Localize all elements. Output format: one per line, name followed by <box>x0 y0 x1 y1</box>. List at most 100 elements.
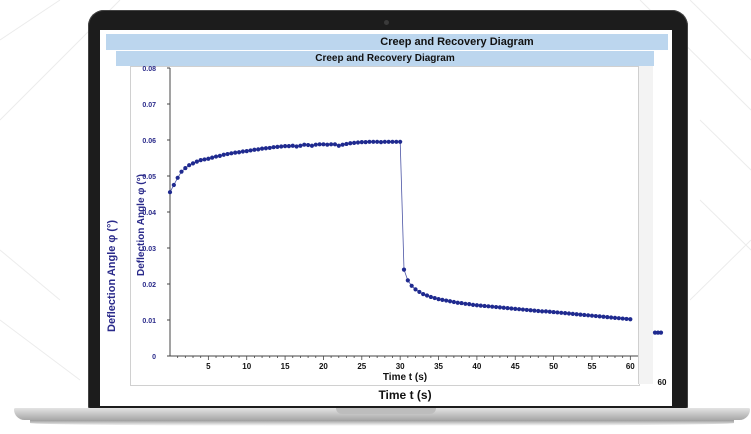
data-point <box>463 301 468 306</box>
data-point <box>355 140 361 145</box>
data-point <box>179 169 184 174</box>
data-point <box>616 316 621 321</box>
data-point <box>455 300 460 305</box>
data-point <box>413 287 418 292</box>
data-point <box>578 312 583 317</box>
data-point <box>321 142 326 147</box>
data-point <box>190 161 196 166</box>
data-point <box>444 298 449 303</box>
data-point <box>282 144 288 149</box>
data-point <box>628 317 633 322</box>
data-point <box>543 309 549 314</box>
data-point <box>225 151 230 157</box>
data-point <box>582 312 587 318</box>
y-tick-label: 0.01 <box>142 318 156 325</box>
data-point <box>536 308 541 314</box>
y-tick-label: 0.03 <box>142 246 156 253</box>
data-point <box>290 143 295 148</box>
data-point <box>432 295 437 301</box>
data-point <box>352 140 357 145</box>
data-point <box>210 155 215 160</box>
x-tick-label: 45 <box>511 362 520 371</box>
data-point <box>236 150 242 155</box>
inner-x-axis-label: Time t (s) <box>382 372 428 383</box>
data-point <box>298 143 303 148</box>
data-point <box>309 143 315 148</box>
data-point <box>175 175 180 180</box>
inner-window-title: Creep and Recovery Diagram <box>116 51 654 66</box>
data-point <box>436 297 441 302</box>
data-point <box>586 313 591 318</box>
data-point <box>213 154 219 159</box>
data-point <box>248 148 253 153</box>
data-point <box>286 144 292 149</box>
data-point <box>375 139 380 144</box>
data-point <box>267 145 272 151</box>
data-point <box>313 142 318 147</box>
inner-chart-frame <box>130 66 640 386</box>
x-tick-label: 50 <box>549 362 558 371</box>
x-tick-label: 20 <box>319 362 328 371</box>
data-point <box>386 139 391 144</box>
data-point <box>528 308 533 313</box>
data-point <box>405 278 410 283</box>
data-point <box>359 140 364 145</box>
data-point <box>340 142 345 147</box>
data-point <box>259 146 265 151</box>
data-point <box>394 139 399 144</box>
data-point <box>589 313 595 318</box>
data-point <box>482 303 487 309</box>
data-point <box>371 139 376 144</box>
data-point <box>532 308 537 313</box>
data-point <box>302 142 307 147</box>
data-point <box>563 311 568 316</box>
data-point <box>217 153 222 158</box>
data-point <box>593 313 598 319</box>
data-point <box>467 302 472 307</box>
data-point <box>240 149 245 154</box>
creep-recovery-plot: 0 0.01 0.02 0.03 0.04 0.05 0.06 0.07 0.08 5 10 15 20… <box>142 66 667 387</box>
y-tick-label: 0.07 <box>142 102 156 109</box>
y-tick-label: 0.06 <box>142 138 156 145</box>
inner-scrollbar[interactable] <box>638 66 653 384</box>
data-point <box>421 291 426 297</box>
laptop-screen: Creep and Recovery Diagram Deflection An… <box>100 30 672 406</box>
outer-data-point <box>658 330 664 335</box>
data-point <box>275 144 280 149</box>
data-point <box>271 145 276 150</box>
data-point <box>194 159 199 164</box>
data-point <box>233 150 238 155</box>
data-point <box>513 306 518 311</box>
data-point <box>378 140 384 145</box>
data-point <box>183 165 188 171</box>
data-point <box>547 309 552 314</box>
data-point <box>305 142 311 148</box>
data-point <box>206 156 211 161</box>
data-point <box>620 316 625 321</box>
x-tick-label: 15 <box>281 362 290 371</box>
data-point <box>198 158 203 163</box>
data-point <box>344 141 349 147</box>
outer-window-title: Creep and Recovery Diagram <box>106 34 668 50</box>
data-point <box>539 309 545 314</box>
x-tick-label: 35 <box>434 362 443 371</box>
data-point <box>244 149 249 154</box>
data-point <box>279 144 284 149</box>
data-point <box>516 307 522 312</box>
data-point <box>459 300 464 306</box>
data-point <box>294 144 299 149</box>
data-point <box>601 314 606 319</box>
outer-data-point <box>652 330 658 335</box>
data-point <box>597 314 602 319</box>
data-point <box>336 143 341 148</box>
data-point <box>574 312 579 317</box>
data-point <box>363 140 368 145</box>
x-tick-label: 60 <box>626 362 635 371</box>
data-point <box>409 283 414 288</box>
data-point <box>229 151 234 156</box>
data-point <box>348 141 353 146</box>
data-point <box>474 303 479 308</box>
series-line <box>169 141 631 320</box>
data-point <box>171 182 176 188</box>
data-point <box>447 299 453 304</box>
